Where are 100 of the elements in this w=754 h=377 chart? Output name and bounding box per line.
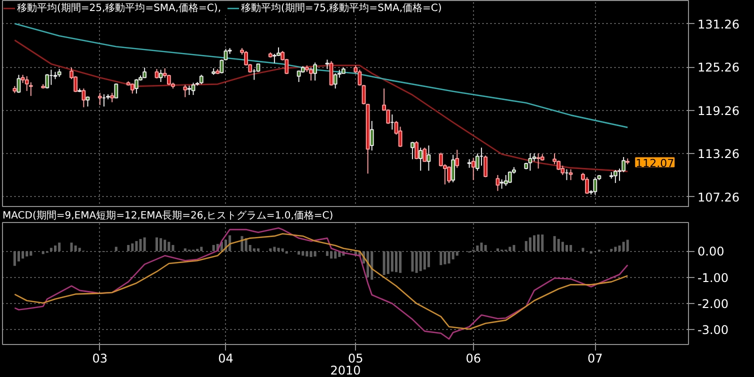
annotation: 112.07 (636, 156, 674, 170)
bar (618, 245, 621, 252)
bar (306, 251, 308, 256)
x-tick-label: 04 (218, 352, 234, 366)
bar (54, 245, 57, 252)
candlestick (568, 168, 573, 181)
candlestick (329, 60, 334, 86)
bar (399, 251, 402, 273)
bar (440, 251, 442, 266)
bar (160, 238, 162, 252)
bar (390, 251, 394, 272)
candlestick (500, 178, 504, 190)
candlestick (536, 152, 540, 170)
bar (626, 240, 629, 252)
candlestick (496, 174, 500, 192)
bar (139, 238, 142, 252)
candlestick (114, 82, 118, 98)
candlestick (183, 84, 188, 98)
bar (22, 251, 24, 259)
bar (444, 251, 446, 264)
bar (370, 251, 374, 280)
line-series (14, 40, 628, 172)
candlestick (426, 144, 431, 172)
bar (314, 251, 316, 256)
bar (135, 241, 138, 252)
candlestick (398, 126, 402, 148)
candlestick (370, 120, 374, 152)
bar (411, 251, 414, 272)
x-tick-label: 03 (92, 352, 108, 366)
y-tick-label: 0.00 (698, 244, 724, 259)
candlestick (110, 92, 114, 103)
candlestick (272, 53, 276, 64)
y-tick-label: 119.26 (698, 104, 740, 118)
bar (330, 251, 333, 259)
candlestick (418, 147, 423, 172)
bar (155, 237, 158, 252)
x-tick-label: 07 (588, 352, 603, 366)
candlestick (455, 149, 460, 168)
bar (448, 251, 450, 264)
bar (565, 244, 568, 252)
x-tick-label: 05 (348, 352, 364, 366)
bar (131, 243, 134, 252)
y-tick-label: 113.26 (698, 147, 740, 162)
bar (570, 244, 572, 252)
bar (212, 244, 215, 252)
y-tick-label: -2.00 (698, 296, 729, 311)
bar (394, 251, 398, 272)
bar (415, 251, 418, 273)
bar (541, 234, 544, 252)
bar (172, 244, 174, 252)
x-tick-label: 06 (466, 352, 482, 366)
bar (168, 242, 170, 252)
bar (143, 237, 146, 252)
bar (557, 238, 560, 252)
candlestick (224, 48, 228, 61)
chart-title: MACD(期間=9,EMA短期=12,EMA長期=26,ヒストグラム=1.0,価格=C) (2, 210, 334, 222)
candlestick (613, 169, 618, 184)
candlestick (410, 141, 414, 160)
candlestick (16, 74, 21, 94)
bar (419, 251, 422, 272)
candlestick (447, 166, 451, 184)
candlestick (142, 67, 147, 78)
y-tick-label: -1.00 (698, 270, 729, 285)
candlestick (451, 154, 456, 183)
bar (456, 251, 458, 256)
bar (164, 240, 166, 252)
candlestick (528, 152, 532, 172)
bar (74, 245, 77, 252)
bar (13, 251, 16, 266)
candlestick (560, 165, 565, 176)
bar (532, 235, 536, 252)
candlestick (585, 176, 589, 194)
bar (484, 244, 487, 252)
y-tick-label: 131.26 (698, 17, 740, 32)
legend-label: 移動平均(期間=75,移動平均=SMA,価格=C) (241, 2, 442, 15)
bar (476, 245, 479, 252)
bar (553, 236, 556, 252)
bar (298, 251, 300, 255)
bar (26, 251, 28, 256)
candlestick (414, 140, 418, 160)
bar (42, 251, 44, 254)
candlestick (199, 74, 204, 85)
candlestick (471, 157, 476, 181)
x-axis-title: 2010 (330, 364, 361, 377)
bar (302, 251, 304, 256)
candlestick (82, 88, 86, 108)
candlestick (309, 67, 313, 82)
candlestick (45, 74, 50, 89)
bar (366, 251, 370, 278)
bar (382, 251, 386, 276)
candlestick (504, 174, 508, 186)
bar (127, 244, 130, 252)
bar (427, 251, 430, 268)
candlestick (386, 108, 390, 124)
y-tick-label: -3.00 (698, 323, 729, 338)
bar (528, 237, 532, 252)
bar (524, 241, 528, 252)
line-series (14, 22, 628, 128)
bar (326, 251, 328, 256)
candlestick (325, 59, 330, 70)
